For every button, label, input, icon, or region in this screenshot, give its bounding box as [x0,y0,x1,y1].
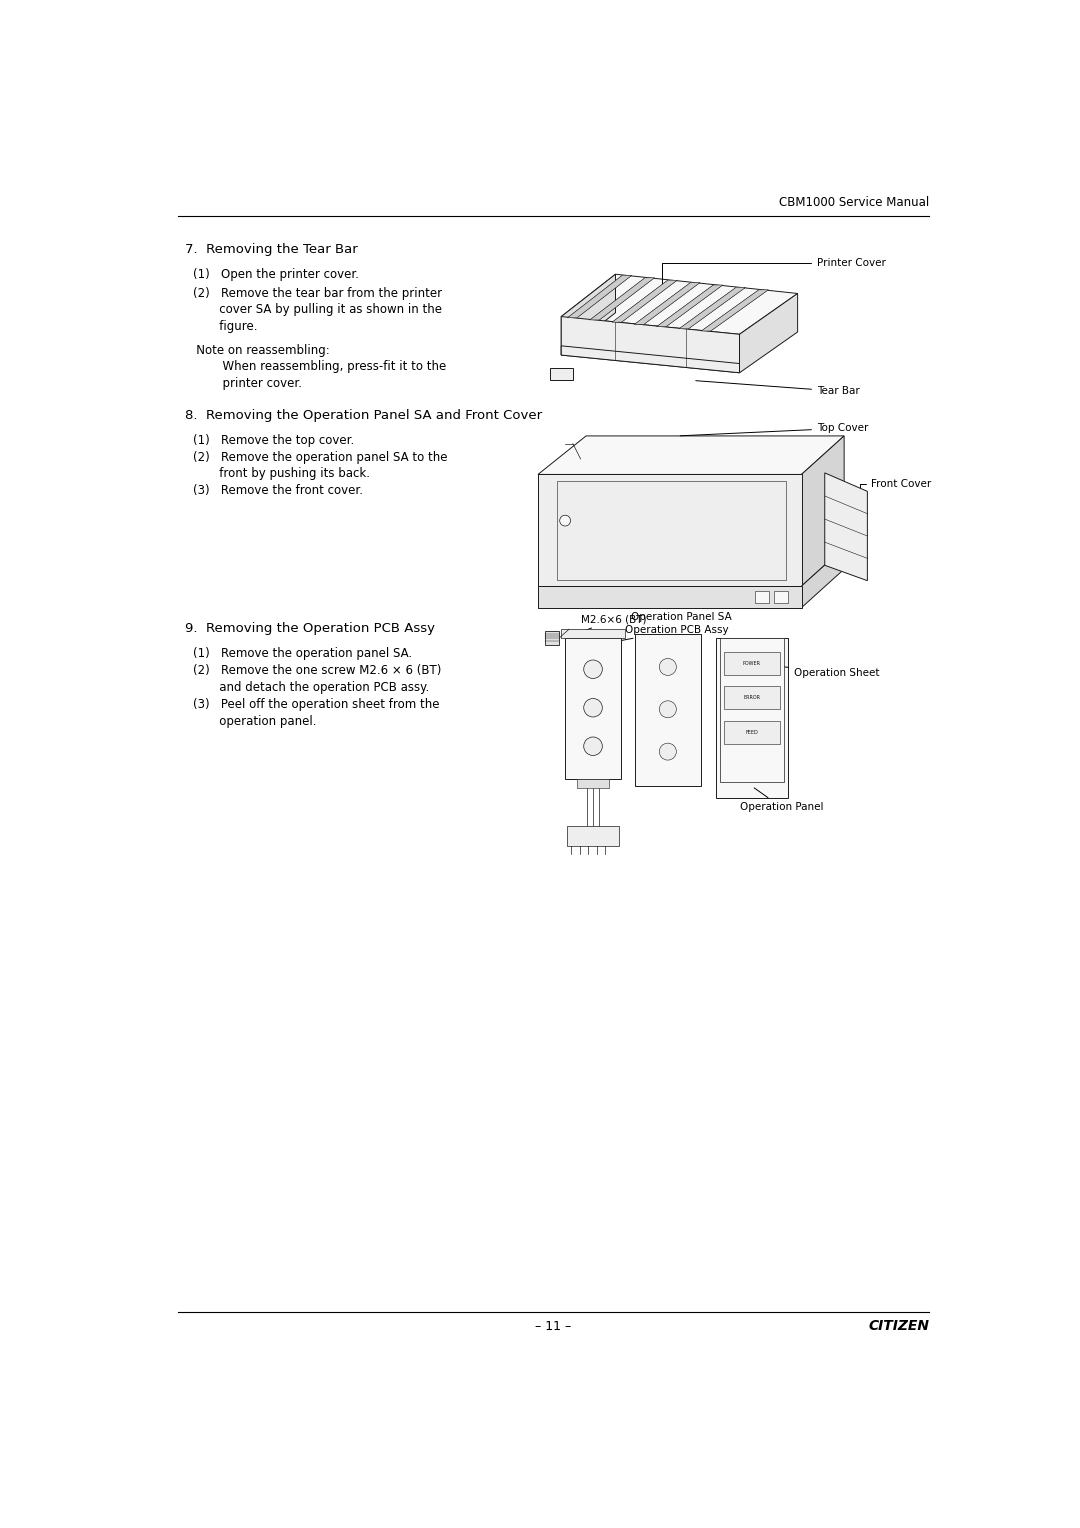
Bar [755,591,769,604]
Bar [567,827,619,847]
Text: (2)   Remove the one screw M2.6 × 6 (BT): (2) Remove the one screw M2.6 × 6 (BT) [193,663,442,677]
Circle shape [659,659,676,675]
Text: Operation PCB Assy: Operation PCB Assy [607,625,728,643]
Text: CBM1000 Service Manual: CBM1000 Service Manual [779,196,930,209]
Text: Tear Bar: Tear Bar [696,380,860,396]
Circle shape [559,515,570,526]
Bar [562,630,625,639]
Polygon shape [701,290,768,332]
Polygon shape [590,278,654,319]
Bar [724,721,780,744]
Polygon shape [562,274,616,354]
Circle shape [659,701,676,718]
Text: and detach the operation PCB assy.: and detach the operation PCB assy. [193,681,430,694]
Text: Operation Panel: Operation Panel [740,788,823,811]
Text: When reassembling, press-fit it to the: When reassembling, press-fit it to the [186,361,447,373]
Text: operation panel.: operation panel. [193,715,316,727]
Text: (1)   Remove the top cover.: (1) Remove the top cover. [193,434,354,446]
Text: Printer Cover: Printer Cover [662,258,886,289]
Bar [635,634,701,787]
Polygon shape [538,435,845,474]
Polygon shape [562,316,740,373]
Text: CITIZEN: CITIZEN [868,1319,930,1332]
Polygon shape [538,474,801,587]
Text: 7.  Removing the Tear Bar: 7. Removing the Tear Bar [186,243,359,257]
Bar [724,651,780,675]
Text: M2.6×6 (BT): M2.6×6 (BT) [570,614,646,637]
Text: (2)   Remove the tear bar from the printer: (2) Remove the tear bar from the printer [193,287,442,299]
Text: figure.: figure. [193,321,258,333]
Circle shape [583,736,603,755]
Polygon shape [657,286,723,327]
Polygon shape [801,547,845,608]
Polygon shape [801,435,845,587]
Circle shape [659,743,676,759]
Polygon shape [635,283,700,324]
Circle shape [583,698,603,717]
Text: – 11 –: – 11 – [536,1320,571,1332]
Text: (3)   Peel off the operation sheet from the: (3) Peel off the operation sheet from th… [193,698,440,711]
Text: Front Cover: Front Cover [860,478,931,495]
Text: 8.  Removing the Operation Panel SA and Front Cover: 8. Removing the Operation Panel SA and F… [186,410,542,422]
Polygon shape [679,287,745,329]
Text: (1)   Remove the operation panel SA.: (1) Remove the operation panel SA. [193,646,413,660]
Text: (2)   Remove the operation panel SA to the: (2) Remove the operation panel SA to the [193,451,447,463]
Text: FEED: FEED [745,730,758,735]
Bar [774,591,788,604]
Bar [577,779,609,788]
Bar [565,639,621,779]
Polygon shape [612,280,677,322]
Text: printer cover.: printer cover. [186,377,302,390]
Text: Note on reassembling:: Note on reassembling: [186,344,330,356]
Polygon shape [825,472,867,581]
Polygon shape [545,631,559,645]
Text: front by pushing its back.: front by pushing its back. [193,468,370,480]
Text: ERROR: ERROR [743,695,760,700]
Text: Operation Sheet: Operation Sheet [755,663,879,678]
Polygon shape [562,274,798,335]
Polygon shape [740,293,798,373]
Polygon shape [568,275,632,318]
Polygon shape [562,345,740,373]
Text: POWER: POWER [743,660,761,666]
Text: (1)   Open the printer cover.: (1) Open the printer cover. [193,267,360,281]
Bar [720,637,784,782]
Text: Operation Panel SA: Operation Panel SA [631,602,732,622]
Text: Top Cover: Top Cover [680,423,868,435]
Text: cover SA by pulling it as shown in the: cover SA by pulling it as shown in the [193,304,442,316]
Polygon shape [550,368,572,380]
Bar [716,637,787,798]
Circle shape [583,660,603,678]
Bar [724,686,780,709]
Polygon shape [538,587,801,608]
Text: (3)   Remove the front cover.: (3) Remove the front cover. [193,484,363,498]
Text: 9.  Removing the Operation PCB Assy: 9. Removing the Operation PCB Assy [186,622,435,636]
